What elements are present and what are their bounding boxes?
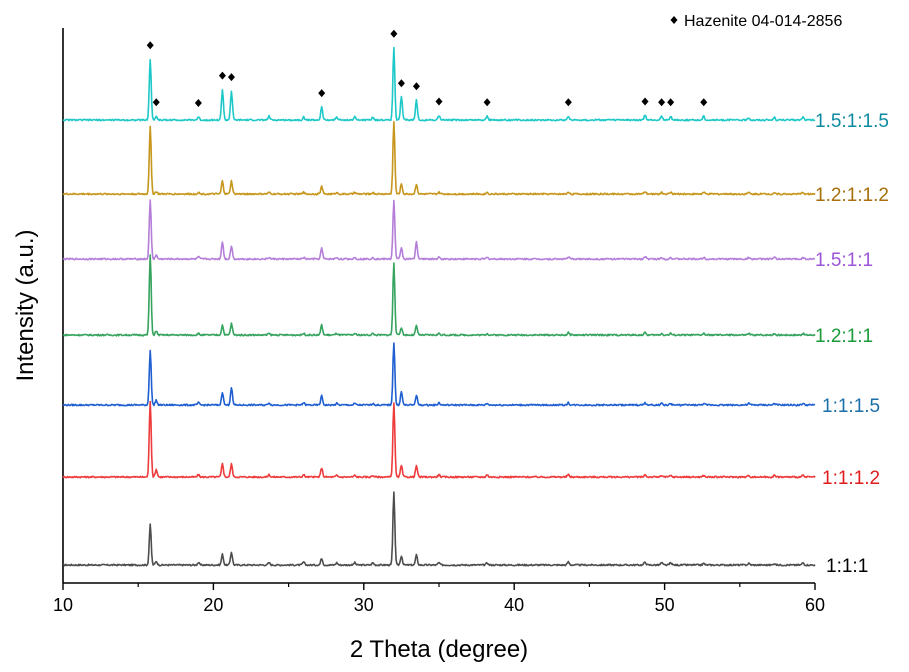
reference-peak-marker [483, 98, 491, 107]
axes: 10 20 30 40 50 60 [53, 28, 825, 615]
series-line [62, 400, 816, 479]
legend-diamond-marker [670, 16, 678, 24]
series-label: 1:1:1 [826, 556, 868, 577]
reference-peak-marker [146, 41, 154, 50]
reference-peak-marker [218, 71, 226, 80]
reference-peak-marker [700, 98, 708, 107]
reference-peak-marker [412, 82, 420, 91]
reference-peak-markers [146, 29, 708, 107]
x-tick-label: 20 [203, 595, 223, 615]
series-line [62, 254, 816, 337]
legend-label: Hazenite 04-014-2856 [684, 13, 842, 30]
series-labels: 1:1:1 1:1:1.2 1:1:1.5 1.2:1:1 1.5:1:1 1.2:1:1… [815, 111, 889, 577]
x-tick-label: 10 [53, 595, 73, 615]
y-axis-title: Intensity (a.u.) [12, 229, 39, 381]
series-line [62, 46, 816, 122]
series-label: 1:1:1.2 [822, 468, 880, 489]
reference-peak-marker [390, 29, 398, 38]
reference-peak-marker [658, 98, 666, 107]
x-tick-label: 40 [504, 595, 524, 615]
reference-peak-marker [435, 97, 443, 106]
series-label: 1.5:1:1 [815, 250, 873, 271]
series-label: 1.2:1:1 [815, 326, 873, 347]
series-label: 1.5:1:1.5 [815, 111, 889, 132]
reference-peak-marker [194, 98, 202, 107]
reference-peak-marker [397, 79, 405, 88]
reference-peak-marker [152, 98, 160, 107]
reference-peak-marker [318, 89, 326, 98]
legend: Hazenite 04-014-2856 [670, 13, 842, 30]
x-ticks: 10 20 30 40 50 60 [53, 583, 825, 615]
series-label: 1:1:1.5 [822, 396, 880, 417]
series-line [63, 491, 816, 567]
reference-peak-marker [641, 97, 649, 106]
series-line [62, 120, 816, 196]
series-layer [62, 46, 816, 567]
x-tick-label: 30 [354, 595, 374, 615]
x-tick-label: 50 [655, 595, 675, 615]
x-tick-label: 60 [805, 595, 825, 615]
series-line [62, 342, 816, 407]
x-axis-title: 2 Theta (degree) [350, 636, 528, 663]
series-line [62, 199, 816, 261]
reference-peak-marker [564, 98, 572, 107]
reference-peak-marker [227, 73, 235, 82]
reference-peak-marker [667, 98, 675, 107]
series-label: 1.2:1:1.2 [815, 185, 889, 206]
